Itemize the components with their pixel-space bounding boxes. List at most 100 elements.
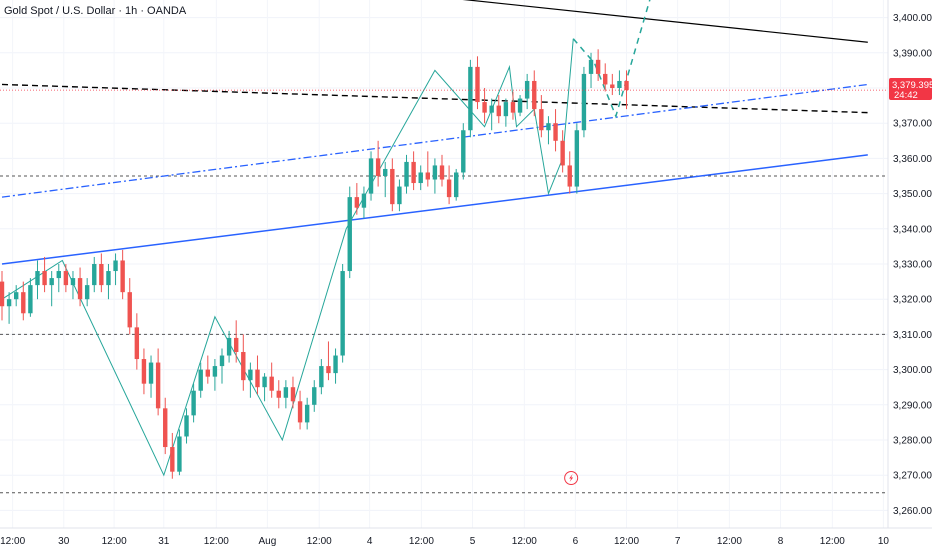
candle: [517, 95, 523, 117]
candle: [532, 70, 537, 117]
candle: [248, 362, 253, 398]
candle: [148, 355, 154, 398]
candle-body: [333, 355, 338, 374]
candle-body: [517, 98, 523, 113]
candle: [28, 278, 33, 317]
x-tick-label: 12:00: [820, 536, 845, 547]
candle-body: [63, 271, 69, 286]
candle-body: [319, 366, 324, 388]
candle-body: [624, 80, 629, 91]
candle-body: [13, 292, 19, 300]
candle-body: [28, 285, 33, 314]
candle-body: [219, 355, 225, 367]
x-tick-label: 12:00: [307, 536, 332, 547]
y-tick-label: 3,310.000: [893, 330, 932, 341]
candle-body: [340, 271, 345, 356]
x-tick-label: 5: [470, 536, 476, 547]
bolt-glyph: [569, 474, 574, 482]
candle-body: [588, 59, 594, 74]
candle-body: [276, 390, 281, 398]
candle-body: [241, 352, 246, 381]
candle: [383, 161, 388, 198]
candle: [120, 249, 125, 300]
candle-body: [595, 59, 601, 74]
candle-body: [21, 292, 26, 314]
candle: [269, 362, 274, 398]
candle-body: [56, 271, 61, 279]
candle: [255, 355, 260, 395]
candle-body: [347, 197, 352, 272]
lower-support-line[interactable]: [1, 154, 868, 265]
candle-body: [312, 387, 317, 405]
horizontal-dashed-resistance[interactable]: [1, 83, 868, 114]
candle: [276, 380, 281, 409]
candle: [539, 95, 544, 138]
candle-body: [432, 165, 438, 180]
candle: [184, 408, 189, 444]
candle-body: [510, 102, 516, 113]
candle-body: [553, 123, 558, 141]
candle-body: [226, 337, 232, 356]
candle-body: [425, 172, 431, 180]
candle-body: [77, 278, 83, 300]
candle: [163, 397, 168, 455]
y-tick-label: 3,280.000: [893, 436, 932, 447]
candle-body: [390, 168, 395, 205]
candle: [603, 63, 608, 92]
candle-body: [148, 362, 154, 384]
candle: [595, 49, 601, 81]
candle: [77, 267, 83, 307]
candle-body: [446, 179, 452, 198]
projection-path[interactable]: [572, 0, 655, 119]
candle: [319, 359, 324, 395]
candle-body: [163, 408, 168, 448]
bolt-circle[interactable]: [564, 471, 579, 485]
candle: [191, 383, 196, 423]
lightning-bolt-icon[interactable]: [564, 471, 579, 485]
candle-body: [198, 369, 203, 391]
candle-body: [212, 366, 218, 377]
candle-body: [269, 376, 274, 391]
x-tick-label: 4: [367, 536, 373, 547]
x-tick-label: 12:00: [409, 536, 434, 547]
price-badge-countdown: 24:42: [894, 90, 918, 101]
candle-body: [581, 73, 587, 131]
candle-body: [233, 337, 239, 352]
candle-body: [539, 109, 544, 131]
candle-body: [567, 165, 572, 187]
y-tick-label: 3,300.000: [893, 365, 932, 376]
candle: [581, 66, 587, 138]
candle: [290, 376, 296, 409]
candle-body: [297, 401, 303, 423]
candle: [347, 186, 352, 279]
time-axis[interactable]: 12:00 30 12:00 31 12:00 Aug 12:00 4 12:00 5 12:00 6…: [0, 536, 889, 547]
upper-channel-dashdot[interactable]: [1, 83, 868, 198]
x-tick-label: 12:00: [717, 536, 742, 547]
x-tick-label: 30: [58, 536, 70, 547]
candle: [503, 98, 509, 127]
x-tick-label: 12:00: [0, 536, 25, 547]
candle: [297, 390, 303, 430]
descending-trendline[interactable]: [2, 0, 868, 43]
candle: [453, 168, 459, 201]
candle: [198, 362, 203, 398]
candle-body: [610, 84, 615, 88]
candle-body: [496, 105, 501, 117]
trend-lines[interactable]: [1, 0, 868, 265]
candle: [496, 95, 501, 124]
candle: [49, 271, 54, 307]
x-tick-label: Aug: [259, 536, 277, 547]
candle-body: [418, 172, 423, 184]
candle-body: [354, 197, 360, 208]
candle-body: [92, 264, 97, 286]
candle: [212, 359, 218, 391]
candle-body: [70, 278, 76, 286]
candle: [418, 165, 423, 191]
candle: [546, 116, 551, 145]
candle-body: [461, 130, 466, 173]
candle-body: [134, 327, 140, 360]
price-badge-price: 3,379.395: [892, 80, 932, 91]
candle: [390, 158, 395, 212]
